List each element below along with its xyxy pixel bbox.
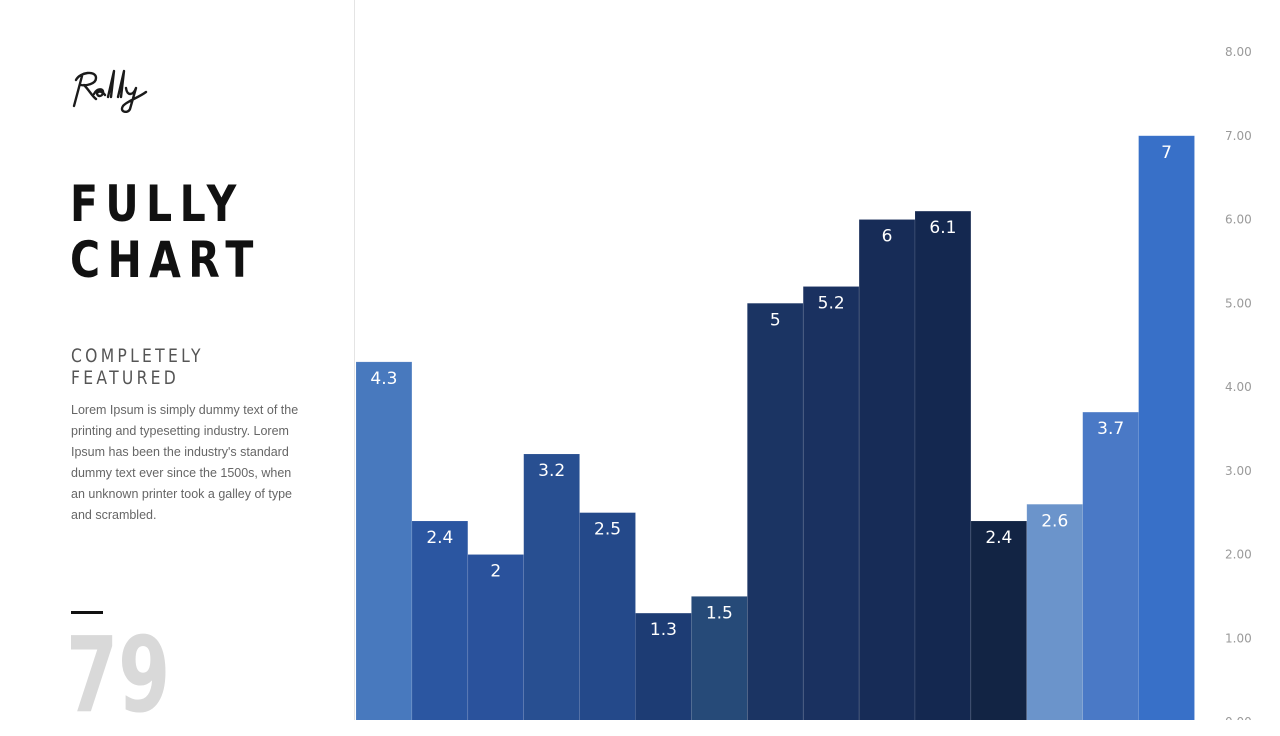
bar-value-label-11: 6.1	[929, 218, 956, 238]
bar-6	[635, 612, 692, 720]
bar-14	[1082, 411, 1139, 720]
bar-value-label-1: 4.3	[370, 369, 397, 389]
bar-3	[467, 554, 525, 720]
bars-layer: 4.3 2.4 2 3.2 2.5 1.3 1.5 5 5.2 6 6.1 2.4 2.6 3.7 7	[355, 135, 1195, 720]
bar-12	[970, 520, 1028, 720]
y-tick-label: 0.00	[1225, 715, 1252, 720]
bar-value-label-9: 5.2	[818, 294, 845, 314]
bar-value-label-4: 3.2	[538, 461, 565, 481]
subtitle-line-2: FEATURED	[71, 367, 180, 389]
rally-logo-script	[72, 69, 148, 114]
y-axis: 0.00 1.00 2.00 3.00 4.00 5.00 6.00 7.00 8.00	[1225, 45, 1252, 720]
title-line-1: FULLY	[70, 175, 244, 233]
title-line-2: CHART	[70, 231, 261, 289]
y-tick-label: 3.00	[1225, 464, 1252, 478]
bar-9	[802, 286, 860, 720]
bar-value-label-7: 1.5	[706, 603, 733, 623]
bar-10	[858, 219, 916, 720]
bar-chart: 4.3 2.4 2 3.2 2.5 1.3 1.5 5 5.2 6 6.1 2.4 2.6 3.7 7 0.…	[355, 0, 1280, 720]
bar-chart-svg: 4.3 2.4 2 3.2 2.5 1.3 1.5 5 5.2 6 6.1 2.4 2.6 3.7 7 0.…	[355, 45, 1252, 720]
bar-value-label-5: 2.5	[594, 520, 621, 540]
bar-value-label-12: 2.4	[985, 528, 1012, 548]
bar-value-label-6: 1.3	[650, 620, 677, 640]
page-number: 79	[66, 614, 171, 736]
subtitle: COMPLETELY FEATURED	[71, 345, 204, 389]
bar-11	[914, 210, 972, 720]
bar-13	[1026, 503, 1083, 720]
bar-8	[746, 302, 804, 720]
rally-logo	[70, 66, 150, 114]
bar-5	[579, 512, 636, 720]
bar-value-label-14: 3.7	[1097, 419, 1124, 439]
bar-1	[355, 361, 413, 720]
panel-divider	[354, 0, 355, 720]
page-title: FULLY CHART	[70, 176, 261, 288]
bar-value-label-13: 2.6	[1041, 511, 1068, 531]
bar-15	[1138, 135, 1195, 720]
bar-value-label-8: 5	[770, 310, 781, 330]
bar-value-label-15: 7	[1161, 143, 1172, 163]
y-tick-label: 8.00	[1225, 45, 1252, 59]
body-text: Lorem Ipsum is simply dummy text of the …	[71, 403, 299, 522]
y-tick-label: 7.00	[1225, 129, 1252, 143]
bar-2	[411, 520, 469, 720]
y-tick-label: 2.00	[1225, 548, 1252, 562]
y-tick-label: 1.00	[1225, 631, 1252, 645]
bar-value-label-2: 2.4	[426, 528, 453, 548]
page-number-dash	[71, 611, 103, 614]
bar-4	[523, 453, 580, 720]
bar-7	[691, 596, 748, 720]
y-tick-label: 4.00	[1225, 380, 1252, 394]
subtitle-line-1: COMPLETELY	[71, 345, 204, 367]
bar-value-label-10: 6	[882, 227, 893, 247]
y-tick-label: 6.00	[1225, 213, 1252, 227]
y-tick-label: 5.00	[1225, 296, 1252, 310]
bar-value-label-3: 2	[490, 562, 501, 582]
left-panel: FULLY CHART COMPLETELY FEATURED Lorem Ip…	[0, 0, 355, 730]
